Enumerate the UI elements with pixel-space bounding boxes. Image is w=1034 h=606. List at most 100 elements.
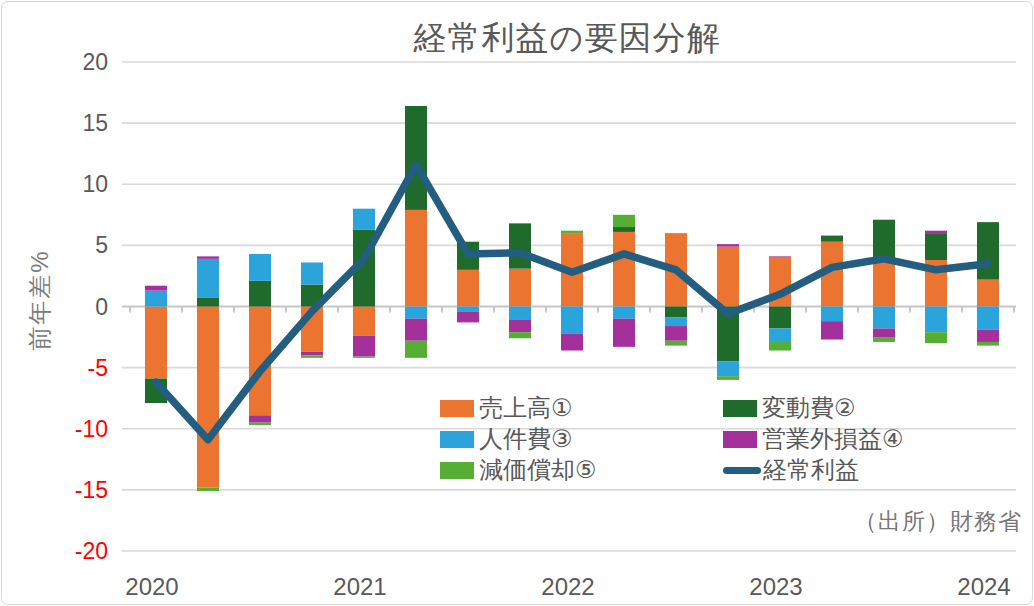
non_operating-bar-segment: [249, 415, 271, 422]
legend-item-ordinary_profit: 経常利益: [723, 458, 904, 482]
depreciation-bar-segment: [509, 332, 531, 338]
labor_cost-bar-segment: [197, 259, 219, 298]
depreciation-bar-segment: [613, 215, 635, 227]
sales-bar-segment: [405, 210, 427, 307]
depreciation-bar-segment: [405, 341, 427, 358]
y-tick-label: 10: [46, 171, 108, 197]
labor_cost-bar-segment: [457, 307, 479, 312]
y-tick-label: -20: [46, 538, 108, 564]
non_operating-bar-segment: [561, 333, 583, 350]
labor_cost-bar-segment: [769, 329, 791, 342]
sales-bar-segment: [873, 259, 895, 307]
non_operating-bar-segment: [457, 311, 479, 322]
variable_cost-bar-segment: [769, 307, 791, 329]
variable_cost-bar-segment: [197, 298, 219, 307]
variable_cost-color-swatch: [723, 400, 757, 417]
x-year-label: 2020: [102, 573, 202, 601]
sales-color-swatch: [440, 400, 474, 417]
depreciation-bar-segment: [353, 357, 375, 358]
variable_cost-bar-segment: [249, 281, 271, 307]
non_operating-bar-segment: [769, 256, 791, 257]
depreciation-bar-segment: [977, 342, 999, 346]
labor_cost-bar-segment: [977, 307, 999, 330]
variable_cost-bar-segment: [925, 233, 947, 260]
y-tick-label: -10: [46, 416, 108, 442]
non_operating-bar-segment: [977, 330, 999, 342]
non_operating-bar-segment: [301, 352, 323, 356]
non_operating-bar-segment: [353, 336, 375, 357]
non_operating-color-swatch: [723, 431, 757, 448]
sales-bar-segment: [353, 307, 375, 336]
legend-label: 変動費②: [762, 392, 856, 424]
non_operating-bar-segment: [873, 329, 895, 338]
y-tick-label: 5: [46, 232, 108, 258]
labor_cost-bar-segment: [353, 209, 375, 230]
labor_cost-bar-segment: [873, 307, 895, 329]
depreciation-bar-segment: [561, 231, 583, 233]
y-tick-label: 20: [46, 49, 108, 75]
x-year-label: 2022: [518, 573, 618, 601]
ordinary_profit-line-swatch: [723, 467, 761, 474]
x-year-label: 2021: [310, 573, 410, 601]
sales-bar-segment: [613, 232, 635, 307]
legend-label: 減価償却⑤: [479, 454, 597, 486]
labor_cost-bar-segment: [613, 307, 635, 319]
non_operating-bar-segment: [821, 321, 843, 339]
labor_cost-bar-segment: [561, 307, 583, 334]
y-tick-label: 0: [46, 294, 108, 320]
labor_cost-bar-segment: [301, 262, 323, 284]
labor_cost-bar-segment: [665, 318, 687, 327]
x-year-label: 2023: [726, 573, 826, 601]
legend: 売上高①変動費②人件費③営業外損益④減価償却⑤経常利益: [440, 396, 904, 482]
depreciation-bar-segment: [925, 332, 947, 343]
depreciation-bar-segment: [873, 337, 895, 342]
non_operating-bar-segment: [509, 320, 531, 332]
depreciation-bar-segment: [769, 342, 791, 351]
variable_cost-bar-segment: [665, 307, 687, 318]
legend-item-labor_cost: 人件費③: [440, 427, 723, 451]
y-tick-label: 15: [46, 110, 108, 136]
sales-bar-segment: [145, 307, 167, 379]
non_operating-bar-segment: [197, 256, 219, 258]
legend-item-variable_cost: 変動費②: [723, 396, 904, 420]
sales-bar-segment: [977, 280, 999, 307]
chart-title: 経常利益の要因分解: [167, 16, 967, 61]
sales-bar-segment: [509, 269, 531, 307]
depreciation-bar-segment: [665, 341, 687, 346]
labor_cost-bar-segment: [405, 307, 427, 319]
legend-item-sales: 売上高①: [440, 396, 723, 420]
variable_cost-bar-segment: [509, 223, 531, 268]
variable_cost-bar-segment: [873, 220, 895, 259]
variable_cost-bar-segment: [613, 227, 635, 232]
non_operating-bar-segment: [145, 286, 167, 291]
non_operating-bar-segment: [405, 319, 427, 341]
depreciation-bar-segment: [301, 355, 323, 357]
variable_cost-bar-segment: [977, 222, 999, 279]
variable_cost-bar-segment: [821, 236, 843, 242]
depreciation-bar-segment: [717, 376, 739, 380]
sales-bar-segment: [197, 307, 219, 488]
labor_cost-bar-segment: [145, 291, 167, 307]
y-tick-label: -15: [46, 477, 108, 503]
labor_cost-bar-segment: [717, 362, 739, 377]
x-year-label: 2024: [934, 573, 1034, 601]
legend-label: 経常利益: [763, 454, 859, 486]
sales-bar-segment: [717, 247, 739, 307]
labor_cost-bar-segment: [925, 307, 947, 333]
source-note: （出所）財務省: [854, 506, 1022, 537]
legend-item-non_operating: 営業外損益④: [723, 427, 904, 451]
labor_cost-bar-segment: [821, 307, 843, 322]
y-tick-label: -5: [46, 355, 108, 381]
non_operating-bar-segment: [925, 231, 947, 233]
depreciation-bar-segment: [249, 423, 271, 425]
non_operating-bar-segment: [717, 244, 739, 246]
depreciation-color-swatch: [440, 462, 474, 479]
legend-label: 営業外損益④: [762, 423, 904, 455]
depreciation-bar-segment: [197, 487, 219, 491]
labor_cost-bar-segment: [249, 254, 271, 281]
variable_cost-bar-segment: [405, 106, 427, 210]
sales-bar-segment: [457, 270, 479, 307]
legend-item-depreciation: 減価償却⑤: [440, 458, 723, 482]
non_operating-bar-segment: [665, 326, 687, 341]
labor_cost-color-swatch: [440, 431, 474, 448]
